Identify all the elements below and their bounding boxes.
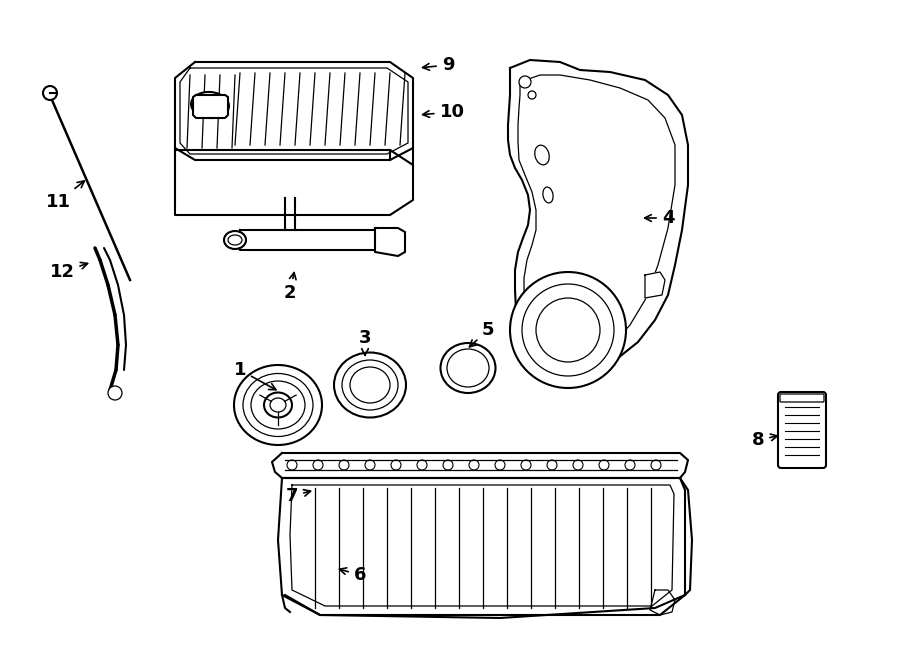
Text: 6: 6 [339,566,366,584]
Ellipse shape [251,381,305,429]
Polygon shape [272,453,688,478]
Polygon shape [518,75,675,362]
Ellipse shape [264,393,292,418]
Ellipse shape [228,235,242,245]
FancyBboxPatch shape [778,392,826,468]
Ellipse shape [243,373,313,436]
Ellipse shape [447,349,489,387]
Circle shape [417,460,427,470]
Text: 1: 1 [234,361,276,390]
Ellipse shape [543,187,553,203]
Circle shape [651,460,661,470]
Circle shape [573,460,583,470]
Circle shape [469,460,479,470]
Ellipse shape [197,96,223,114]
Polygon shape [193,95,228,118]
FancyBboxPatch shape [780,394,824,402]
Text: 4: 4 [644,209,674,227]
Circle shape [365,460,375,470]
Circle shape [495,460,505,470]
Text: 8: 8 [752,431,778,449]
Circle shape [625,460,635,470]
Circle shape [287,460,297,470]
Circle shape [528,91,536,99]
Ellipse shape [270,398,286,412]
Text: 9: 9 [423,56,454,74]
Ellipse shape [440,343,496,393]
Ellipse shape [350,367,390,403]
Text: 10: 10 [423,103,464,121]
Text: 12: 12 [50,262,87,281]
Circle shape [43,86,57,100]
Circle shape [547,460,557,470]
Polygon shape [508,60,688,372]
Ellipse shape [334,352,406,418]
Circle shape [599,460,609,470]
Circle shape [521,460,531,470]
Ellipse shape [234,365,322,445]
Ellipse shape [224,231,246,249]
Circle shape [519,76,531,88]
Polygon shape [175,150,413,215]
Ellipse shape [342,360,398,410]
Text: 5: 5 [470,321,494,347]
Ellipse shape [191,92,229,118]
Circle shape [391,460,401,470]
Text: 7: 7 [286,487,310,505]
Polygon shape [175,62,413,160]
Polygon shape [170,58,418,200]
Circle shape [536,298,600,362]
Polygon shape [645,272,665,298]
Text: 3: 3 [359,329,371,356]
Circle shape [510,272,626,388]
Ellipse shape [535,145,549,165]
Polygon shape [236,230,388,250]
Circle shape [443,460,453,470]
Polygon shape [278,478,685,615]
Text: 11: 11 [46,181,85,211]
Text: 2: 2 [284,272,296,302]
Circle shape [108,386,122,400]
Circle shape [313,460,323,470]
Circle shape [522,284,614,376]
Circle shape [339,460,349,470]
Polygon shape [375,228,405,256]
